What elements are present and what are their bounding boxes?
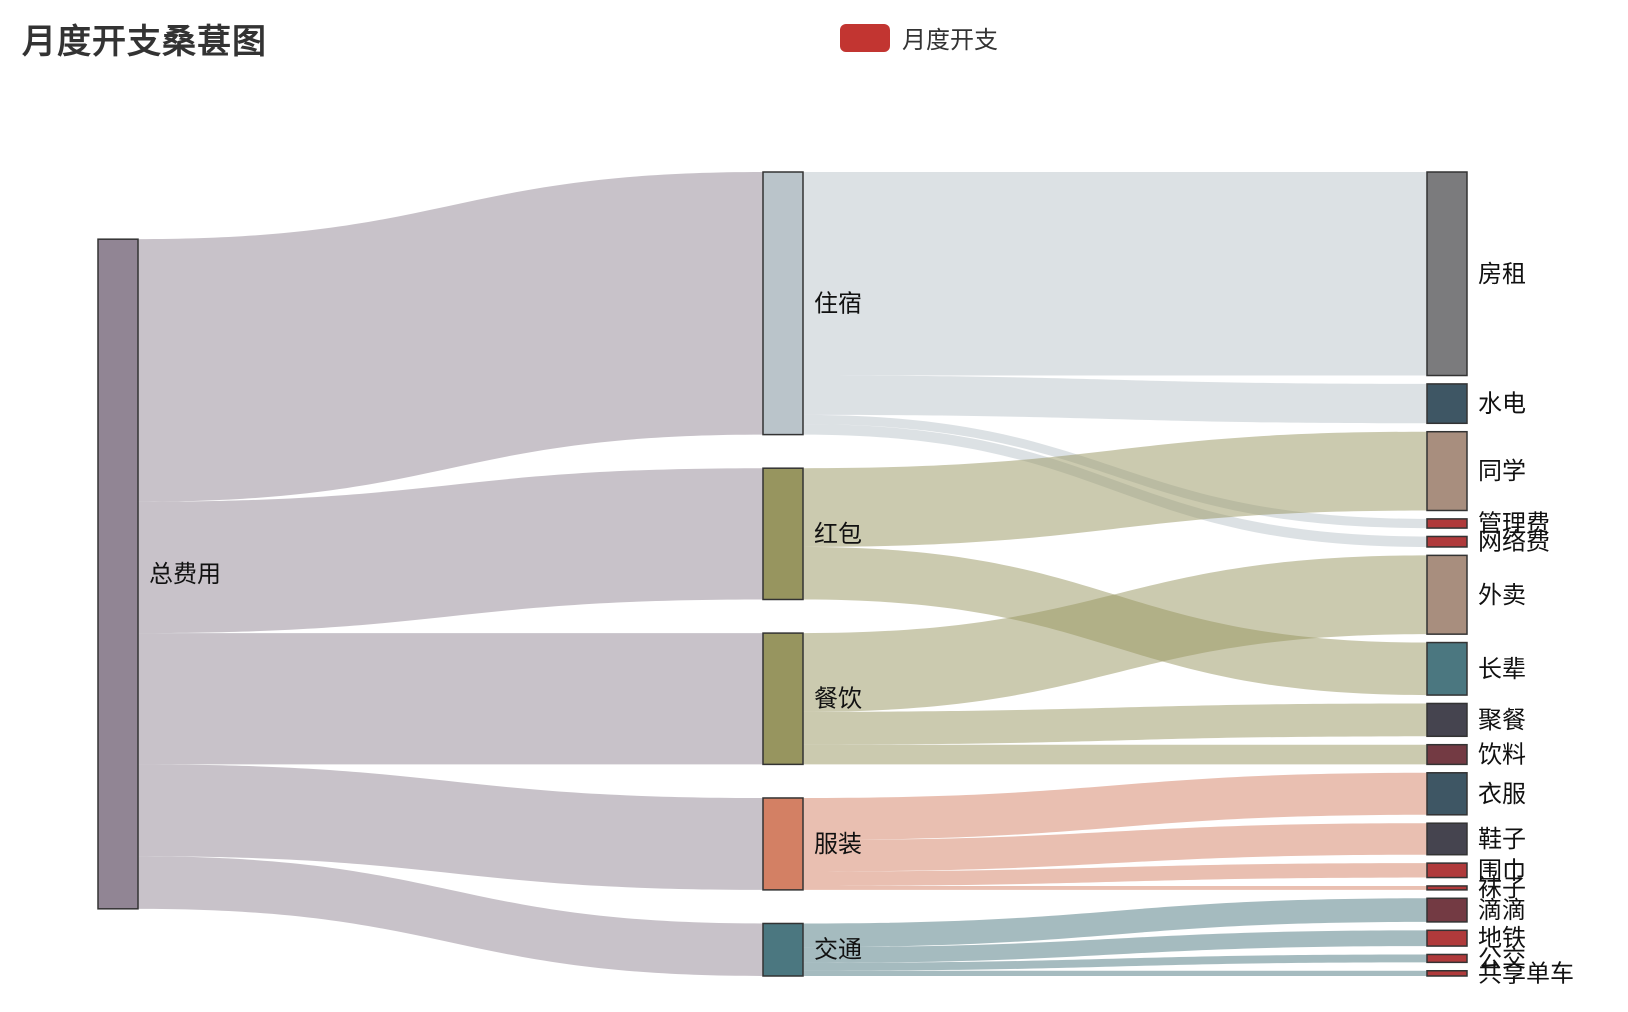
node-label: 同学	[1478, 457, 1526, 485]
sankey-node[interactable]	[1426, 897, 1468, 923]
sankey-node[interactable]	[762, 171, 804, 436]
node-label: 总费用	[149, 560, 221, 588]
sankey-node[interactable]	[1426, 535, 1468, 548]
sankey-link[interactable]	[138, 856, 763, 976]
sankey-link[interactable]	[803, 431, 1427, 547]
sankey-node[interactable]	[1426, 743, 1468, 766]
node-label: 公交	[1478, 944, 1526, 972]
sankey-node[interactable]	[1426, 953, 1468, 964]
sankey-node[interactable]	[762, 922, 804, 977]
node-label: 网络费	[1478, 528, 1550, 556]
sankey-link[interactable]	[803, 375, 1427, 424]
sankey-link[interactable]	[803, 772, 1427, 840]
sankey-link[interactable]	[138, 468, 763, 634]
sankey-link[interactable]	[803, 930, 1427, 963]
node-label: 饮料	[1478, 741, 1526, 769]
node-label: 住宿	[814, 289, 862, 317]
node-label: 水电	[1478, 390, 1526, 418]
node-label: 餐饮	[814, 685, 862, 713]
node-label: 滴滴	[1478, 896, 1526, 924]
node-label: 共享单车	[1478, 959, 1574, 987]
sankey-node[interactable]	[762, 632, 804, 766]
node-label: 衣服	[1478, 780, 1526, 808]
sankey-link[interactable]	[803, 703, 1427, 745]
node-label: 交通	[814, 936, 862, 964]
sankey-link[interactable]	[803, 863, 1427, 886]
sankey-node[interactable]	[762, 467, 804, 601]
chart-title: 月度开支桑葚图	[22, 22, 267, 62]
node-label: 聚餐	[1478, 706, 1526, 734]
sankey-node[interactable]	[1426, 822, 1468, 856]
legend-label: 月度开支	[902, 26, 998, 54]
sankey-node[interactable]	[1426, 702, 1468, 738]
sankey-node[interactable]	[1426, 430, 1468, 512]
sankey-link[interactable]	[803, 885, 1427, 890]
sankey-link[interactable]	[138, 764, 763, 890]
node-label: 围巾	[1478, 856, 1526, 884]
sankey-link[interactable]	[803, 954, 1427, 971]
sankey-link[interactable]	[803, 898, 1427, 948]
node-label: 服装	[814, 830, 862, 858]
sankey-link[interactable]	[803, 823, 1427, 872]
node-label: 地铁	[1478, 924, 1526, 952]
sankey-node[interactable]	[1426, 929, 1468, 947]
node-label: 外卖	[1478, 581, 1526, 609]
legend-item[interactable]: 月度开支	[840, 20, 998, 55]
legend-swatch	[840, 23, 890, 52]
sankey-link[interactable]	[803, 744, 1427, 765]
sankey-node[interactable]	[1426, 969, 1468, 977]
sankey-node[interactable]	[762, 797, 804, 891]
sankey-nodes	[97, 171, 1468, 977]
node-label: 鞋子	[1478, 825, 1526, 853]
sankey-link[interactable]	[803, 172, 1427, 376]
node-label: 房租	[1478, 260, 1526, 288]
sankey-node[interactable]	[1426, 518, 1468, 529]
sankey-node[interactable]	[1426, 641, 1468, 696]
node-label: 长辈	[1478, 655, 1526, 683]
sankey-link[interactable]	[138, 633, 763, 765]
sankey-node[interactable]	[97, 238, 139, 910]
sankey-node[interactable]	[1426, 383, 1468, 425]
sankey-link[interactable]	[803, 970, 1427, 976]
sankey-node[interactable]	[1426, 171, 1468, 377]
node-label: 管理费	[1478, 509, 1550, 537]
sankey-link[interactable]	[138, 172, 763, 502]
sankey-node[interactable]	[1426, 885, 1468, 891]
sankey-node[interactable]	[1426, 772, 1468, 816]
node-label: 红包	[814, 520, 862, 548]
sankey-links	[138, 172, 1427, 976]
sankey-node[interactable]	[1426, 554, 1468, 635]
sankey-link[interactable]	[803, 555, 1427, 712]
node-label: 袜子	[1478, 874, 1526, 902]
sankey-node[interactable]	[1426, 862, 1468, 879]
